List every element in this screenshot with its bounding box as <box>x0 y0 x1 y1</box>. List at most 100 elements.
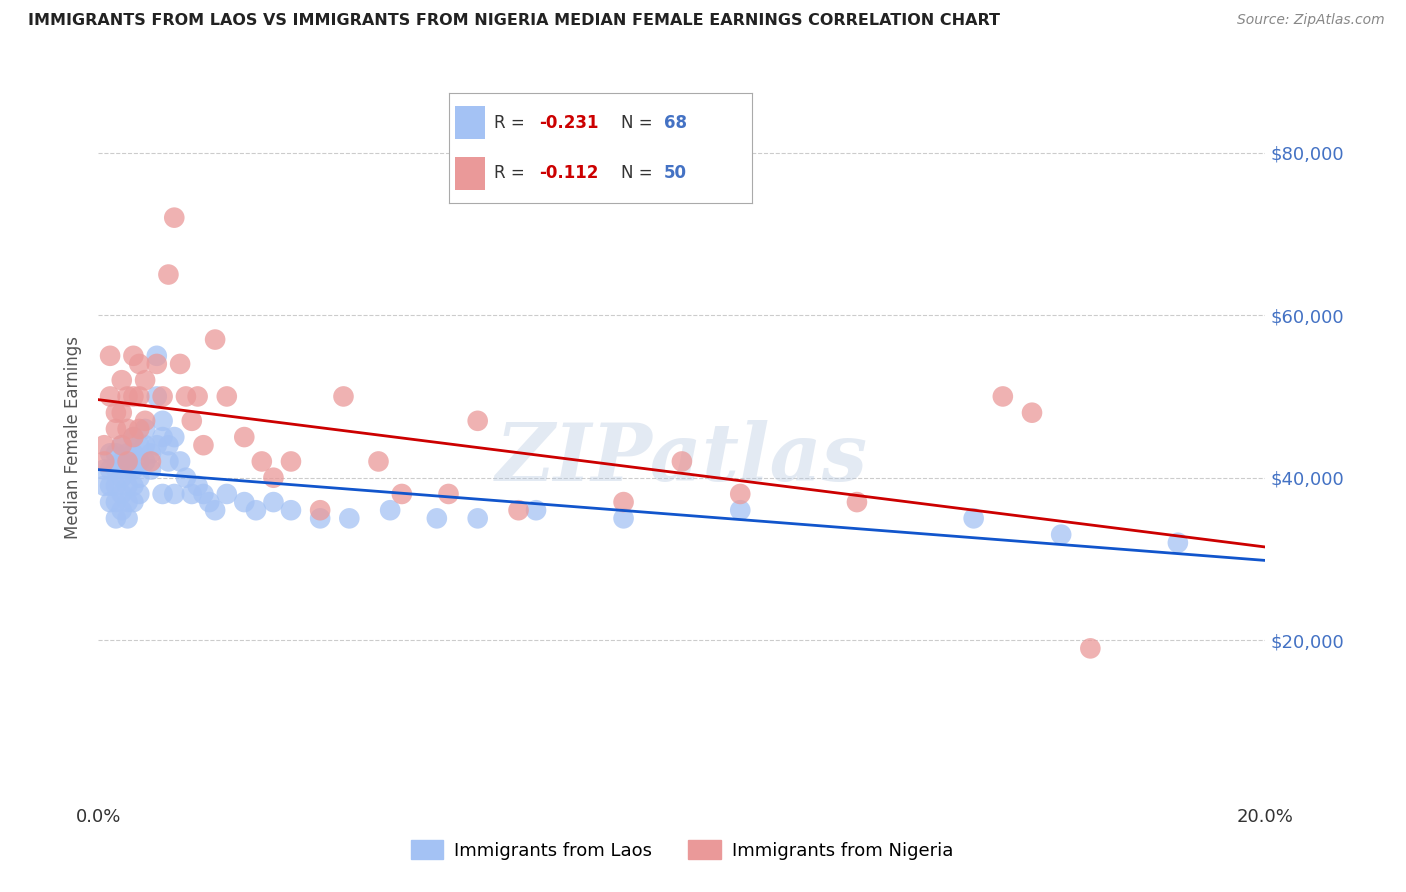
Point <box>122 430 145 444</box>
Point <box>612 511 634 525</box>
Point <box>157 454 180 468</box>
Point <box>98 495 121 509</box>
Point <box>122 430 145 444</box>
Point <box>104 446 127 460</box>
Point <box>187 479 209 493</box>
Point <box>1167 535 1189 549</box>
Point <box>193 438 215 452</box>
Point <box>128 389 150 403</box>
Point <box>962 511 984 525</box>
Point <box>122 389 145 403</box>
Point <box>426 511 449 525</box>
Point <box>111 406 134 420</box>
Point <box>174 389 197 403</box>
Point <box>215 487 238 501</box>
Point <box>122 462 145 476</box>
Point <box>139 462 162 476</box>
Legend: Immigrants from Laos, Immigrants from Nigeria: Immigrants from Laos, Immigrants from Ni… <box>404 833 960 867</box>
Point <box>174 471 197 485</box>
Point <box>337 511 360 525</box>
Point <box>180 487 202 501</box>
Point <box>93 438 115 452</box>
Point <box>104 479 127 493</box>
Point <box>152 487 174 501</box>
Point <box>128 454 150 468</box>
Point <box>104 511 127 525</box>
Point <box>332 389 354 403</box>
Point <box>128 487 150 501</box>
Point <box>93 462 115 476</box>
Point <box>111 373 134 387</box>
Point <box>98 446 121 460</box>
Point <box>187 389 209 403</box>
Y-axis label: Median Female Earnings: Median Female Earnings <box>65 335 83 539</box>
Point <box>111 438 134 452</box>
Point <box>128 438 150 452</box>
Point <box>117 479 139 493</box>
Point <box>134 422 156 436</box>
Point <box>367 454 389 468</box>
Point <box>122 479 145 493</box>
Point <box>169 357 191 371</box>
Point <box>391 487 413 501</box>
Point <box>262 471 284 485</box>
Point <box>262 495 284 509</box>
Point <box>93 454 115 468</box>
Point <box>111 487 134 501</box>
Point <box>163 487 186 501</box>
Point <box>134 414 156 428</box>
Point <box>122 495 145 509</box>
Point <box>437 487 460 501</box>
Point <box>134 454 156 468</box>
Point <box>280 503 302 517</box>
Point <box>104 495 127 509</box>
Point <box>111 503 134 517</box>
Point <box>846 495 869 509</box>
Point <box>233 495 256 509</box>
Point <box>104 422 127 436</box>
Point <box>152 389 174 403</box>
Point <box>730 487 752 501</box>
Point <box>139 446 162 460</box>
Text: IMMIGRANTS FROM LAOS VS IMMIGRANTS FROM NIGERIA MEDIAN FEMALE EARNINGS CORRELATI: IMMIGRANTS FROM LAOS VS IMMIGRANTS FROM … <box>28 13 1000 29</box>
Point <box>215 389 238 403</box>
Point <box>134 438 156 452</box>
Point <box>139 454 162 468</box>
Point <box>204 503 226 517</box>
Point <box>152 414 174 428</box>
Point <box>117 511 139 525</box>
Point <box>309 511 332 525</box>
Point <box>117 495 139 509</box>
Point <box>122 446 145 460</box>
Point <box>134 373 156 387</box>
Point <box>146 349 169 363</box>
Point <box>146 389 169 403</box>
Point <box>128 357 150 371</box>
Point <box>245 503 267 517</box>
Point <box>157 268 180 282</box>
Point <box>111 454 134 468</box>
Point <box>128 471 150 485</box>
Point <box>98 479 121 493</box>
Point <box>157 438 180 452</box>
Point <box>117 446 139 460</box>
Point <box>280 454 302 468</box>
Point <box>117 422 139 436</box>
Point <box>98 349 121 363</box>
Point <box>1080 641 1102 656</box>
Point <box>467 414 489 428</box>
Point <box>204 333 226 347</box>
Point <box>117 462 139 476</box>
Point <box>380 503 402 517</box>
Point <box>104 406 127 420</box>
Point <box>146 438 169 452</box>
Point <box>117 454 139 468</box>
Point <box>169 454 191 468</box>
Point <box>1021 406 1043 420</box>
Point <box>508 503 530 517</box>
Point <box>93 479 115 493</box>
Point <box>122 349 145 363</box>
Point <box>98 389 121 403</box>
Point <box>128 422 150 436</box>
Point <box>991 389 1014 403</box>
